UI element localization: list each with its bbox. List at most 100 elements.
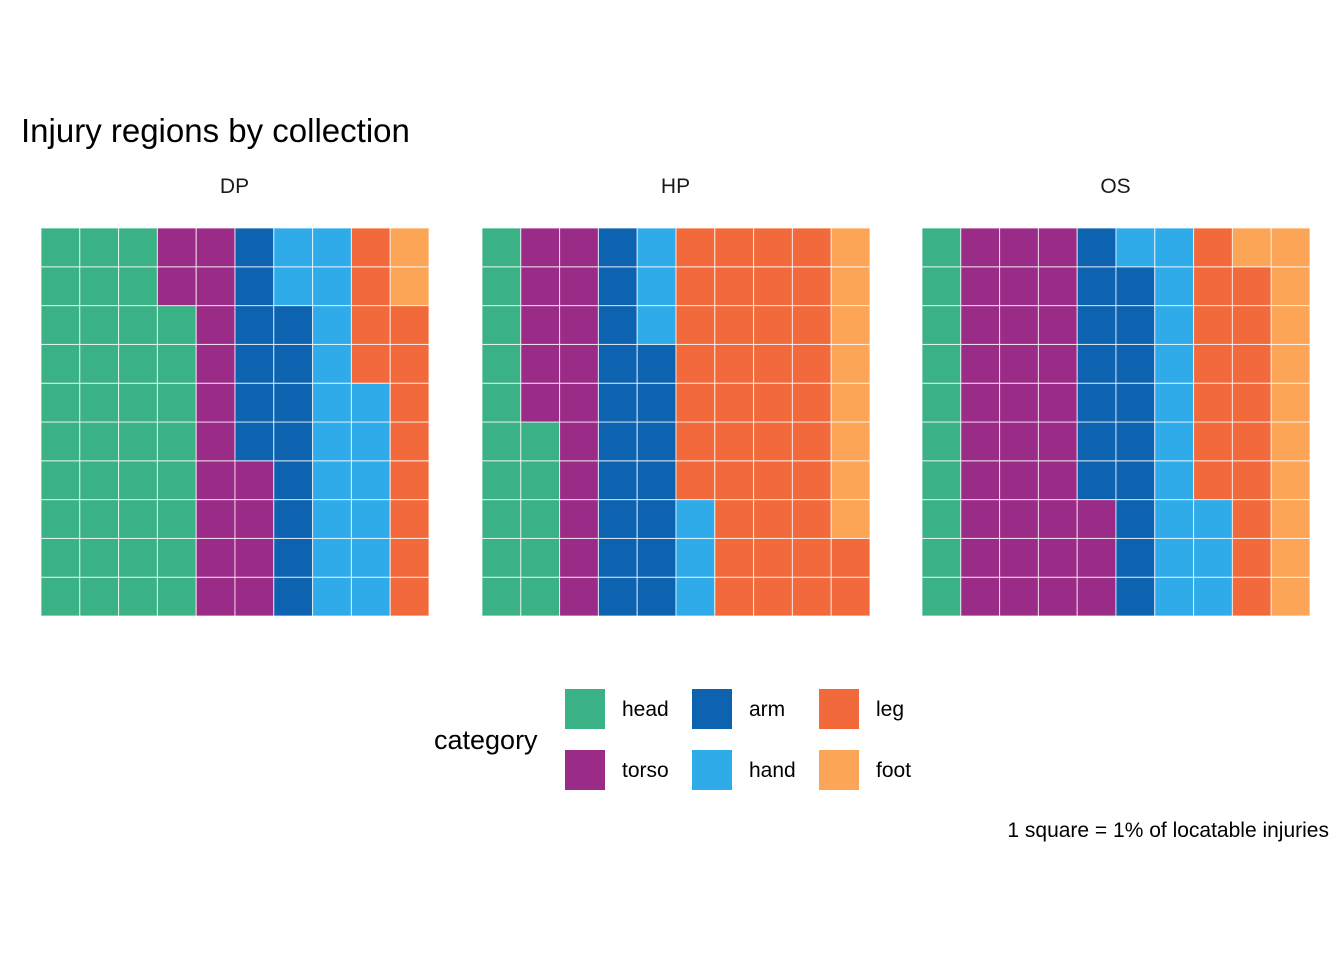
waffle-cell-leg bbox=[1231, 460, 1272, 501]
waffle-cell-leg bbox=[389, 499, 430, 539]
waffle-cell-leg bbox=[753, 305, 793, 345]
waffle-cell-torso bbox=[1076, 576, 1117, 617]
waffle-cell-head bbox=[481, 227, 522, 268]
waffle-cell-head bbox=[40, 227, 81, 268]
waffle-cell-leg bbox=[1231, 382, 1272, 423]
waffle-cell-hand bbox=[312, 537, 352, 578]
waffle-cell-head bbox=[156, 576, 197, 617]
waffle-panel-hp bbox=[481, 227, 871, 617]
facet-label-hp: HP bbox=[660, 175, 691, 198]
waffle-cell-foot bbox=[830, 305, 871, 345]
waffle-cell-hand bbox=[312, 460, 352, 501]
waffle-cell-torso bbox=[559, 460, 599, 501]
waffle-cell-arm bbox=[273, 382, 314, 423]
waffle-cell-leg bbox=[791, 460, 832, 501]
waffle-cell-leg bbox=[830, 537, 871, 578]
waffle-cell-torso bbox=[1076, 537, 1117, 578]
waffle-cell-leg bbox=[675, 227, 716, 268]
waffle-cell-torso bbox=[1037, 305, 1078, 345]
waffle-cell-arm bbox=[1115, 499, 1156, 539]
waffle-cell-torso bbox=[999, 227, 1039, 268]
waffle-cell-foot bbox=[830, 499, 871, 539]
waffle-cell-head bbox=[921, 576, 962, 617]
waffle-cell-arm bbox=[636, 537, 677, 578]
waffle-cell-leg bbox=[389, 305, 430, 345]
waffle-cell-leg bbox=[1193, 266, 1233, 307]
waffle-cell-head bbox=[40, 266, 81, 307]
waffle-cell-leg bbox=[714, 460, 755, 501]
chart-title: Injury regions by collection bbox=[21, 112, 410, 149]
waffle-cell-torso bbox=[559, 382, 599, 423]
waffle-cell-hand bbox=[350, 499, 391, 539]
waffle-cell-foot bbox=[830, 227, 871, 268]
waffle-cell-arm bbox=[597, 382, 638, 423]
waffle-cell-torso bbox=[960, 343, 1001, 384]
waffle-cell-arm bbox=[1076, 305, 1117, 345]
waffle-cell-arm bbox=[597, 266, 638, 307]
waffle-cell-head bbox=[118, 305, 158, 345]
waffle-cell-head bbox=[118, 499, 158, 539]
waffle-cell-head bbox=[481, 343, 522, 384]
waffle-cell-head bbox=[921, 382, 962, 423]
legend-key-torso bbox=[565, 750, 605, 790]
waffle-cell-torso bbox=[195, 343, 236, 384]
waffle-cell-hand bbox=[1154, 305, 1195, 345]
waffle-cell-arm bbox=[234, 305, 275, 345]
waffle-cell-arm bbox=[234, 266, 275, 307]
waffle-cell-torso bbox=[559, 576, 599, 617]
waffle-cell-hand bbox=[312, 227, 352, 268]
waffle-cell-hand bbox=[1154, 576, 1195, 617]
waffle-cell-torso bbox=[195, 227, 236, 268]
waffle-cell-head bbox=[921, 421, 962, 462]
waffle-cell-head bbox=[118, 460, 158, 501]
waffle-cell-foot bbox=[1270, 460, 1311, 501]
waffle-cell-foot bbox=[1270, 382, 1311, 423]
waffle-cell-leg bbox=[389, 421, 430, 462]
waffle-cell-head bbox=[921, 499, 962, 539]
waffle-cell-foot bbox=[1270, 576, 1311, 617]
waffle-cell-hand bbox=[1154, 460, 1195, 501]
waffle-cell-foot bbox=[830, 343, 871, 384]
waffle-cell-head bbox=[520, 460, 561, 501]
waffle-cell-arm bbox=[597, 576, 638, 617]
waffle-cell-hand bbox=[1154, 343, 1195, 384]
waffle-cell-head bbox=[118, 227, 158, 268]
waffle-cell-leg bbox=[1193, 343, 1233, 384]
waffle-cell-torso bbox=[559, 537, 599, 578]
waffle-cell-hand bbox=[1154, 421, 1195, 462]
waffle-cell-leg bbox=[714, 537, 755, 578]
waffle-cell-hand bbox=[350, 576, 391, 617]
waffle-cell-leg bbox=[791, 343, 832, 384]
waffle-cell-head bbox=[79, 382, 120, 423]
waffle-cell-torso bbox=[960, 305, 1001, 345]
waffle-cell-arm bbox=[1076, 227, 1117, 268]
waffle-cell-leg bbox=[714, 227, 755, 268]
chart-caption: 1 square = 1% of locatable injuries bbox=[1007, 819, 1329, 842]
waffle-cell-leg bbox=[350, 266, 391, 307]
waffle-cell-hand bbox=[350, 537, 391, 578]
waffle-cell-head bbox=[481, 305, 522, 345]
waffle-cell-hand bbox=[636, 266, 677, 307]
waffle-cell-hand bbox=[1193, 499, 1233, 539]
waffle-cell-leg bbox=[350, 343, 391, 384]
waffle-panel-dp bbox=[40, 227, 430, 617]
waffle-cell-leg bbox=[1193, 227, 1233, 268]
waffle-cell-leg bbox=[675, 421, 716, 462]
waffle-cell-torso bbox=[1037, 421, 1078, 462]
waffle-cell-torso bbox=[999, 421, 1039, 462]
waffle-cell-head bbox=[156, 421, 197, 462]
waffle-cell-torso bbox=[1037, 537, 1078, 578]
waffle-cell-head bbox=[520, 499, 561, 539]
waffle-cell-head bbox=[79, 305, 120, 345]
waffle-cell-torso bbox=[960, 576, 1001, 617]
waffle-cell-hand bbox=[312, 266, 352, 307]
waffle-cell-head bbox=[481, 421, 522, 462]
waffle-cell-arm bbox=[234, 382, 275, 423]
waffle-cell-head bbox=[921, 266, 962, 307]
waffle-cell-foot bbox=[389, 227, 430, 268]
waffle-cell-torso bbox=[520, 266, 561, 307]
waffle-cell-arm bbox=[1115, 305, 1156, 345]
legend-label-foot: foot bbox=[876, 759, 912, 782]
waffle-cell-torso bbox=[195, 382, 236, 423]
waffle-cell-leg bbox=[714, 421, 755, 462]
